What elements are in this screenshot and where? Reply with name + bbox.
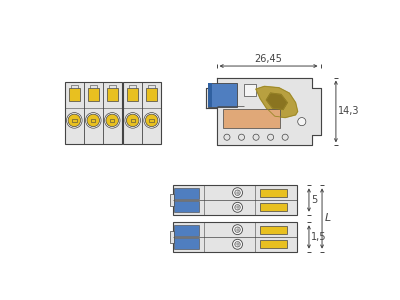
Bar — [173, 222, 297, 252]
Circle shape — [86, 112, 101, 128]
Circle shape — [104, 112, 120, 128]
Bar — [148, 85, 155, 88]
Bar — [170, 194, 174, 206]
Polygon shape — [216, 78, 320, 145]
Bar — [130, 85, 136, 88]
Bar — [72, 118, 76, 122]
Circle shape — [87, 114, 100, 127]
Polygon shape — [266, 93, 287, 110]
Bar — [127, 88, 138, 101]
Circle shape — [235, 205, 240, 210]
Circle shape — [253, 134, 259, 140]
Circle shape — [235, 227, 240, 233]
Bar — [107, 88, 118, 101]
Bar — [170, 231, 174, 243]
Circle shape — [126, 114, 139, 127]
Text: 14,3: 14,3 — [338, 106, 360, 116]
Bar — [150, 118, 154, 122]
Bar — [90, 85, 96, 88]
Bar — [260, 240, 288, 248]
Circle shape — [144, 112, 160, 128]
Bar — [208, 83, 237, 107]
Polygon shape — [256, 86, 298, 118]
Circle shape — [232, 225, 242, 235]
Circle shape — [145, 114, 158, 127]
Bar — [88, 88, 99, 101]
Text: 1,5: 1,5 — [311, 232, 327, 242]
Bar — [260, 189, 288, 197]
Circle shape — [268, 134, 274, 140]
Bar — [130, 118, 135, 122]
Circle shape — [232, 188, 242, 198]
Polygon shape — [206, 88, 216, 108]
Circle shape — [68, 114, 80, 127]
Bar — [208, 83, 212, 107]
Circle shape — [106, 114, 118, 127]
Bar — [260, 203, 288, 212]
Text: 5: 5 — [311, 195, 318, 205]
Bar — [223, 110, 280, 128]
Bar — [65, 82, 122, 144]
Circle shape — [298, 118, 306, 126]
Bar — [109, 85, 116, 88]
Circle shape — [238, 134, 244, 140]
Bar — [146, 88, 157, 101]
Bar — [174, 238, 199, 249]
Circle shape — [232, 202, 242, 212]
Circle shape — [66, 112, 82, 128]
Bar — [260, 226, 288, 234]
Circle shape — [232, 239, 242, 249]
Bar — [71, 85, 78, 88]
Circle shape — [282, 134, 288, 140]
Bar — [244, 84, 256, 96]
Bar — [91, 118, 96, 122]
Circle shape — [235, 242, 240, 247]
Bar — [174, 188, 199, 199]
Text: 26,45: 26,45 — [254, 54, 282, 64]
Bar — [174, 225, 199, 236]
Circle shape — [224, 134, 230, 140]
Text: L: L — [324, 214, 331, 224]
Bar — [123, 82, 161, 144]
Bar — [110, 118, 114, 122]
Bar — [174, 201, 199, 212]
Bar — [69, 88, 80, 101]
Circle shape — [235, 190, 240, 195]
Circle shape — [125, 112, 140, 128]
Bar — [173, 185, 297, 214]
